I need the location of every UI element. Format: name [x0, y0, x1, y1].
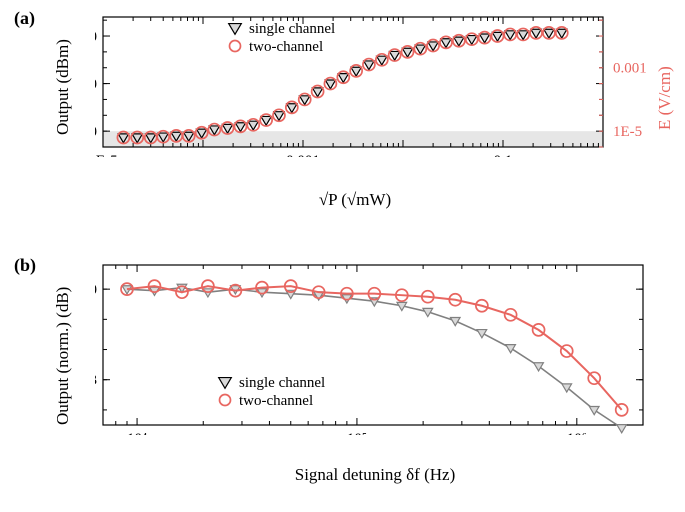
svg-text:single channel: single channel [249, 21, 335, 37]
svg-text:0.001: 0.001 [286, 153, 320, 157]
svg-text:two-channel: two-channel [249, 39, 323, 55]
panel-a-chart: 1E-5 0.001 0.1 -90 -60 -30 1E-5 0.001 single cha… [95, 12, 655, 157]
svg-text:10⁵: 10⁵ [347, 431, 367, 435]
panel-b-label: (b) [14, 255, 36, 276]
svg-text:-90: -90 [95, 124, 97, 140]
panel-a-xlabel: √P (√mW) [95, 190, 615, 210]
panel-b-chart: 10⁴ 10⁵ 10⁶ -3 0 single channel two-channel [95, 260, 655, 435]
svg-text:-3: -3 [95, 373, 97, 389]
svg-text:0.1: 0.1 [494, 153, 513, 157]
svg-text:1E-5: 1E-5 [95, 153, 118, 157]
svg-text:single channel: single channel [239, 375, 325, 391]
svg-text:-30: -30 [95, 29, 97, 45]
svg-text:10⁶: 10⁶ [567, 431, 587, 435]
panel-a-label: (a) [14, 8, 35, 29]
panel-a-ylabel-right: E (V/cm) [655, 40, 675, 130]
svg-text:1E-5: 1E-5 [613, 124, 642, 140]
svg-text:-60: -60 [95, 77, 97, 93]
panel-b-ylabel-left: Output (norm.) (dB) [53, 275, 73, 425]
svg-text:0.001: 0.001 [613, 61, 647, 77]
panel-a-ylabel-left: Output (dBm) [53, 35, 73, 135]
svg-text:10⁴: 10⁴ [127, 431, 147, 435]
panel-b-xlabel: Signal detuning δf (Hz) [95, 465, 655, 485]
svg-text:two-channel: two-channel [239, 393, 313, 409]
svg-text:0: 0 [95, 282, 97, 298]
